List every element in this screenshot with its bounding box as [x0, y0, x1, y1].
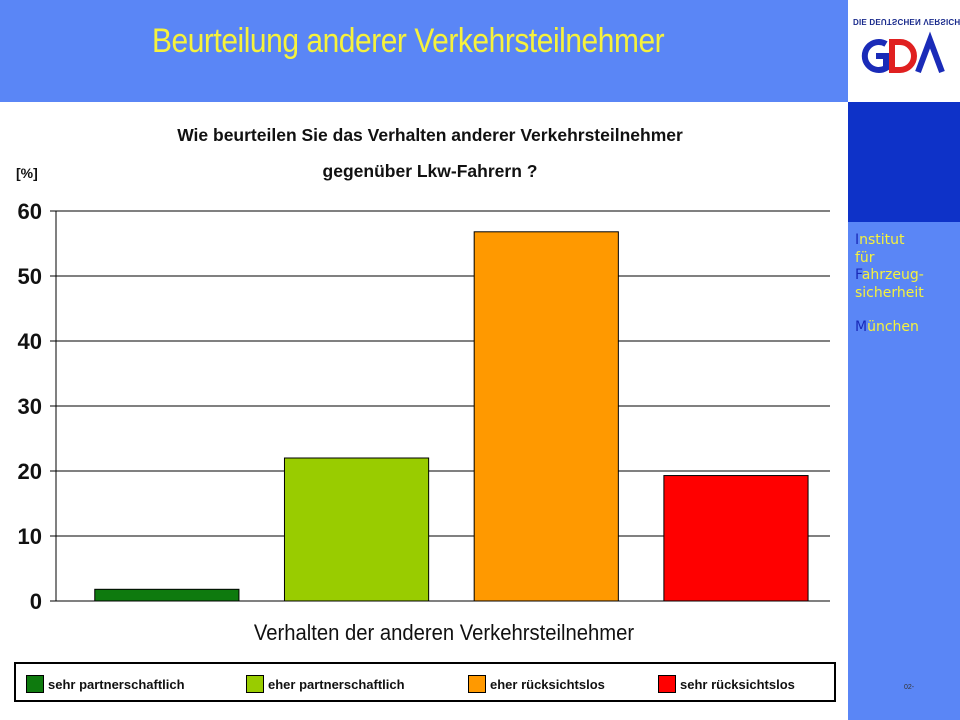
legend-item-1: sehr partnerschaftlich — [26, 675, 185, 693]
y-tick-label-50: 50 — [18, 264, 42, 289]
gdv-logo — [848, 0, 960, 102]
sidebar-band — [848, 102, 960, 222]
legend-label-3: eher rücksichtslos — [490, 676, 605, 692]
legend-swatch-1 — [26, 675, 44, 693]
institute-line-2: für — [855, 249, 875, 266]
legend-swatch-3 — [468, 675, 486, 693]
institute-line-5: München — [855, 319, 919, 335]
legend-item-3: eher rücksichtslos — [468, 675, 605, 693]
legend-item-2: eher partnerschaftlich — [246, 675, 405, 693]
legend-label-4: sehr rücksichtslos — [680, 676, 795, 692]
chart-title-line-2: gegenüber Lkw-Fahrern ? — [322, 161, 538, 181]
gdv-logo-icon — [861, 31, 945, 74]
legend-label-1: sehr partnerschaftlich — [48, 676, 185, 692]
institute-line-1: Institut — [855, 232, 905, 248]
logo-tagline: DIE DEUTSCHEN VERSICHERER — [853, 17, 960, 26]
bar-4 — [663, 475, 809, 602]
legend-swatch-4 — [658, 675, 676, 693]
y-tick-label-10: 10 — [18, 524, 42, 549]
legend-item-4: sehr rücksichtslos — [658, 675, 795, 693]
bar-3 — [473, 231, 619, 602]
bar-1 — [94, 588, 240, 602]
slide-title: Beurteilung anderer Verkehrsteilnehmer — [152, 22, 665, 60]
y-tick-label-30: 30 — [18, 394, 42, 419]
institute-name: Institut für Fahrzeug- sicherheit Münche… — [855, 232, 924, 337]
y-tick-label-0: 0 — [30, 589, 42, 614]
y-tick-label-60: 60 — [18, 199, 42, 224]
chart-legend: sehr partnerschaftlich eher partnerschaf… — [14, 662, 836, 702]
header-bar: Beurteilung anderer Verkehrsteilnehmer — [0, 0, 848, 102]
institute-line-4: sicherheit — [855, 284, 924, 301]
legend-label-2: eher partnerschaftlich — [268, 676, 405, 692]
y-axis-label: [%] — [16, 165, 38, 181]
y-tick-label-40: 40 — [18, 329, 42, 354]
chart-title-line-1: Wie beurteilen Sie das Verhalten anderer… — [177, 125, 683, 145]
legend-swatch-2 — [246, 675, 264, 693]
x-axis-label: Verhalten der anderen Verkehrsteilnehmer — [253, 620, 635, 645]
institute-line-3: Fahrzeug- — [855, 267, 924, 283]
bar-chart: 0 10 20 30 40 50 60 — [18, 199, 830, 614]
bar-2 — [283, 457, 430, 602]
slide-number: 02- — [904, 684, 915, 691]
chart-title: Wie beurteilen Sie das Verhalten anderer… — [60, 117, 800, 189]
y-tick-label-20: 20 — [18, 459, 42, 484]
